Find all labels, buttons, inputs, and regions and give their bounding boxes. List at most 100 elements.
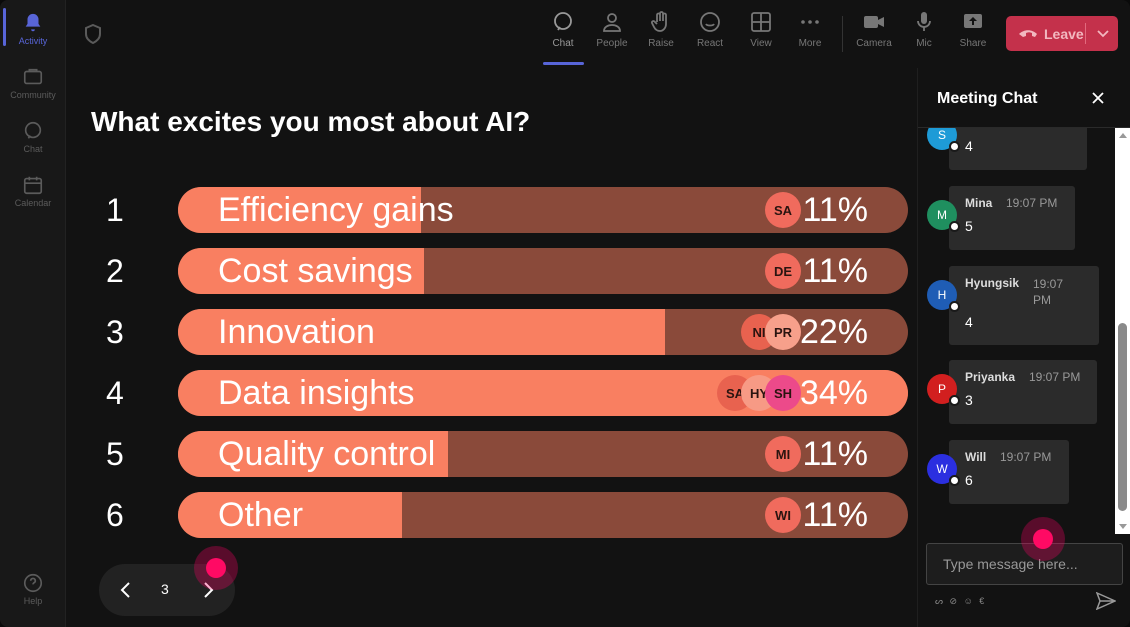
message-time: 19:07 PM: [1033, 277, 1064, 307]
voter-avatar: WI: [765, 497, 801, 533]
chat-button-label: Chat: [552, 38, 574, 49]
toolbar-divider: [842, 16, 843, 52]
poll-rank: 6: [106, 497, 124, 533]
send-icon[interactable]: [1096, 592, 1116, 610]
voter-avatar: MI: [765, 436, 801, 472]
poll-bar-fill: [178, 431, 448, 477]
bell-icon: [25, 13, 41, 32]
poll-rank: 4: [106, 375, 124, 411]
raise-hand-button[interactable]: Raise: [639, 10, 683, 49]
chat-header: Meeting Chat: [918, 68, 1130, 128]
chevron-down-icon[interactable]: [1096, 26, 1110, 40]
message-text: 6: [965, 472, 973, 488]
left-rail: Activity Community Chat Calendar Help: [0, 0, 66, 627]
poll-percent: 11%: [802, 435, 868, 473]
presence-dot: [949, 221, 960, 232]
poll-option: 5 Quality control MI 11%: [66, 431, 917, 477]
poll-percent: 22%: [799, 313, 868, 351]
poll-rank: 2: [106, 253, 124, 289]
message-text: 4: [965, 138, 973, 154]
poll-option-label: Other: [218, 496, 304, 534]
poll-percent: 11%: [802, 191, 868, 229]
rail-label: Community: [10, 90, 56, 100]
message-time: 19:07 PM: [1019, 128, 1070, 130]
view-button[interactable]: View: [739, 10, 783, 49]
rail-label: Help: [23, 596, 43, 606]
poll-option-label: Data insights: [218, 374, 415, 412]
poll-option-label: Cost savings: [218, 252, 413, 290]
leave-button[interactable]: Leave: [1006, 16, 1118, 51]
rail-label: Chat: [23, 144, 43, 154]
message-time: 19:07 PM: [1000, 450, 1052, 464]
poll-question: What excites you most about AI?: [91, 106, 531, 137]
grid-view-icon: [751, 12, 771, 32]
poll-percent: 34%: [799, 374, 868, 412]
people-button-label: People: [596, 38, 628, 49]
poll-percent: 11%: [802, 252, 868, 290]
camera-off-icon: [864, 16, 884, 28]
camera-button[interactable]: Camera: [852, 10, 896, 49]
more-button[interactable]: More: [788, 10, 832, 49]
raise-hand-button-label: Raise: [648, 38, 674, 49]
message-time: 19:07 PM: [1006, 196, 1058, 210]
rail-item-help[interactable]: Help: [0, 572, 66, 606]
chevron-right-icon[interactable]: [199, 580, 217, 600]
scroll-up-icon[interactable]: [1119, 132, 1127, 140]
view-button-label: View: [750, 38, 772, 49]
message-bubble: Hyungsik 19:07 PM 4: [949, 266, 1099, 345]
format-toolbar[interactable]: ᔕ ⊘ ☺ €: [935, 596, 987, 606]
presence-dot: [949, 395, 960, 406]
chat-message: Mina 19:07 PM 5 M: [918, 186, 1115, 250]
rail-item-chat[interactable]: Chat: [0, 120, 66, 154]
message-input[interactable]: [927, 544, 1122, 584]
share-button[interactable]: Share: [951, 10, 995, 49]
message-author: Sandra: [965, 128, 1006, 130]
raise-hand-icon: [651, 11, 667, 32]
chat-scrollbar[interactable]: [1115, 128, 1130, 534]
poll-option: 3 Innovation NI PR 22%: [66, 309, 917, 355]
chat-message: Priyanka 19:07 PM 3 P: [918, 360, 1115, 424]
rail-label: Activity: [18, 36, 48, 46]
scroll-down-icon[interactable]: [1119, 522, 1127, 530]
chat-message-list[interactable]: Sandra19:07 PM4SMina19:07 PM5MHyungsik19…: [918, 128, 1115, 534]
poll-option: 4 Data insights SA HY SH 34%: [66, 370, 917, 416]
mic-button[interactable]: Mic: [902, 10, 946, 49]
poll-option-label: Quality control: [218, 435, 436, 473]
message-author: Mina: [965, 196, 993, 210]
mic-button-label: Mic: [916, 38, 932, 49]
calendar-icon: [23, 176, 43, 195]
mic-icon: [917, 12, 931, 31]
chat-active-underline: [543, 62, 584, 65]
people-icon: [603, 13, 621, 32]
poll-percent: 11%: [802, 496, 868, 534]
chat-composer: [926, 543, 1123, 585]
presence-dot: [949, 141, 960, 152]
message-text: 5: [965, 218, 973, 234]
voter-avatar: DE: [765, 253, 801, 289]
leave-divider: [1085, 23, 1086, 44]
voter-avatar: SH: [765, 375, 801, 411]
poll-bar: Cost savings DE 11%: [178, 248, 908, 294]
react-button[interactable]: React: [688, 10, 732, 49]
scrollbar-thumb[interactable]: [1118, 323, 1127, 511]
message-bubble: Will 19:07 PM 6: [949, 440, 1069, 504]
rail-item-community[interactable]: Community: [0, 66, 66, 100]
message-bubble: Mina 19:07 PM 5: [949, 186, 1075, 250]
poll-bar: Innovation NI PR 22%: [178, 309, 908, 355]
poll-bar-fill: [178, 187, 421, 233]
meeting-chat-panel: Meeting Chat Sandra19:07 PM4SMina19:07 P…: [917, 68, 1130, 627]
pointer-highlight: [1021, 517, 1065, 561]
meeting-toolbar: Chat People Raise React View More Camera: [66, 0, 1130, 68]
message-text: 3: [965, 392, 973, 408]
close-icon[interactable]: [1090, 90, 1106, 106]
chat-button[interactable]: Chat: [541, 10, 585, 49]
voter-avatar: PR: [765, 314, 801, 350]
poll-rank: 3: [106, 314, 124, 350]
rail-item-activity[interactable]: Activity: [0, 12, 66, 46]
people-button[interactable]: People: [590, 10, 634, 49]
chevron-left-icon[interactable]: [117, 580, 135, 600]
poll-bar: Efficiency gains SA 11%: [178, 187, 908, 233]
rail-item-calendar[interactable]: Calendar: [0, 174, 66, 208]
message-time: 19:07 PM: [1029, 370, 1081, 384]
poll-option-label: Efficiency gains: [218, 191, 454, 229]
